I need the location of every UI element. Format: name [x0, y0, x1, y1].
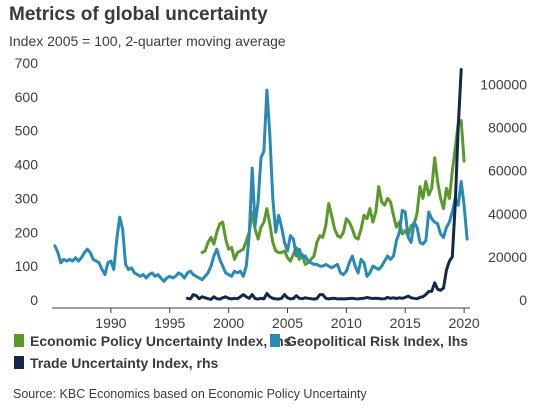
x-tick-label: 2005: [272, 315, 303, 331]
right-tick-label: 100000: [480, 77, 527, 93]
series-line-economic-policy-uncertainty-index-lhs: [200, 119, 466, 266]
right-tick-label: 0: [519, 292, 527, 308]
legend-label: Trade Uncertainty Index, rhs: [30, 355, 218, 371]
legend-swatch: [14, 356, 24, 369]
right-tick-label: 20000: [488, 249, 527, 265]
uncertainty-chart: 1990 1995 2000 2005 2010 2015 2020 0 100 200 300 4…: [14, 55, 528, 371]
x-tick-label: 1990: [95, 315, 126, 331]
left-tick-label: 400: [15, 157, 39, 173]
chart-subtitle: Index 2005 = 100, 2-quarter moving avera…: [9, 33, 286, 49]
left-tick-label: 0: [30, 292, 38, 308]
left-tick-label: 100: [15, 258, 39, 274]
x-tick-label: 1995: [154, 315, 185, 331]
x-tick-label: 2000: [213, 315, 244, 331]
series-lines: [53, 68, 469, 301]
x-axis-ticks: 1990 1995 2000 2005 2010 2015 2020: [95, 308, 480, 331]
right-tick-label: 40000: [488, 206, 527, 222]
x-tick-label: 2020: [449, 315, 480, 331]
left-tick-label: 600: [15, 89, 39, 105]
series-line-geopolitical-risk-index-lhs: [53, 88, 469, 283]
x-tick-label: 2010: [331, 315, 362, 331]
legend-swatch: [14, 334, 24, 347]
source-note: Source: KBC Economics based on Economic …: [13, 387, 367, 401]
left-tick-label: 200: [15, 224, 39, 240]
chart-legend: Economic Policy Uncertainty Index, lhsGe…: [14, 333, 468, 371]
right-axis-ticks: 0 20000 40000 60000 80000 100000: [480, 77, 527, 308]
x-tick-label: 2015: [390, 315, 421, 331]
plot-area: 1990 1995 2000 2005 2010 2015 2020 0 100 200 300 4…: [15, 55, 528, 331]
left-tick-label: 700: [15, 55, 39, 71]
left-axis-ticks: 0 100 200 300 400 500 600 700: [15, 55, 39, 308]
legend-swatch: [270, 334, 280, 347]
left-tick-label: 300: [15, 190, 39, 206]
chart-title: Metrics of global uncertainty: [9, 4, 268, 25]
legend-label: Economic Policy Uncertainty Index, lhs: [30, 333, 292, 349]
right-tick-label: 60000: [488, 163, 527, 179]
left-tick-label: 500: [15, 123, 39, 139]
series-line-trade-uncertainty-index-rhs: [185, 68, 463, 301]
right-tick-label: 80000: [488, 120, 527, 136]
legend-label: Geopolitical Risk Index, lhs: [286, 333, 468, 349]
